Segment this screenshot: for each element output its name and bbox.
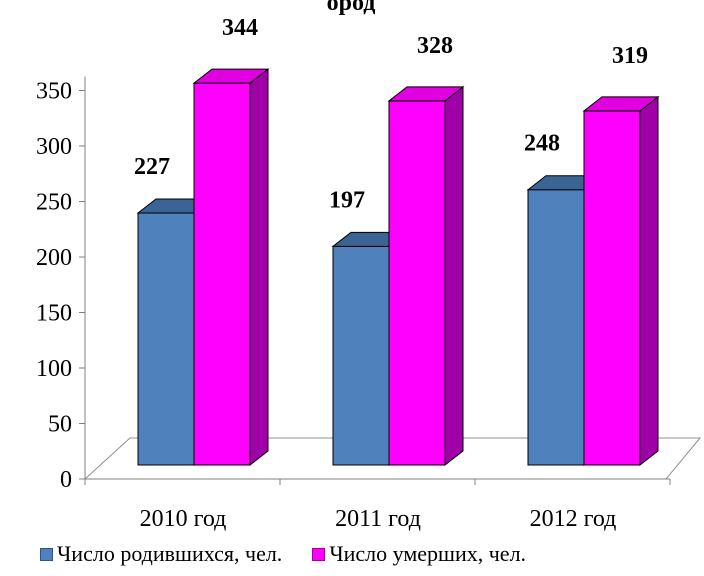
legend-item-deaths: Число умерших, чел. (312, 541, 526, 567)
y-tick-label: 250 (36, 190, 72, 216)
bar-top (192, 68, 270, 84)
legend-label-deaths: Число умерших, чел. (329, 541, 527, 566)
legend: Число родившихся, чел. Число умерших, че… (40, 540, 556, 568)
data-label: 227 (134, 154, 170, 180)
y-tick-label: 300 (36, 134, 72, 160)
data-label: 197 (329, 187, 365, 213)
y-tick-label: 100 (36, 356, 72, 382)
x-category-label: 2011 год (335, 506, 421, 532)
data-label: 319 (612, 43, 648, 69)
data-label: 328 (417, 33, 453, 59)
bar (193, 82, 251, 466)
y-tick-label: 150 (36, 301, 72, 327)
x-category-label: 2012 год (530, 506, 617, 532)
bar (527, 189, 585, 466)
bar-top (387, 86, 465, 102)
legend-label-births: Число родившихся, чел. (57, 541, 283, 566)
bar (583, 110, 641, 466)
bar-side (639, 95, 659, 467)
bar (137, 212, 195, 466)
x-category-label: 2010 год (140, 506, 227, 532)
y-tick-label: 350 (36, 79, 72, 105)
legend-swatch-births (40, 547, 53, 561)
bar (332, 245, 390, 466)
y-tick-label: 50 (48, 412, 72, 438)
y-tick-label: 200 (36, 245, 72, 271)
chart-title-fragment: ород (327, 0, 376, 16)
data-label: 248 (524, 131, 560, 157)
bar-chart: ород 0 50 100 150 200 250 300 350 2010 год 2011 г… (36, 0, 702, 532)
legend-swatch-deaths (312, 547, 326, 561)
legend-item-births: Число родившихся, чел. (40, 541, 282, 567)
bar-side (444, 85, 464, 467)
bar (388, 100, 446, 466)
bar-side (249, 68, 269, 467)
y-tick-label: 0 (60, 467, 72, 493)
bar-top (582, 96, 660, 112)
data-label: 344 (222, 15, 258, 41)
